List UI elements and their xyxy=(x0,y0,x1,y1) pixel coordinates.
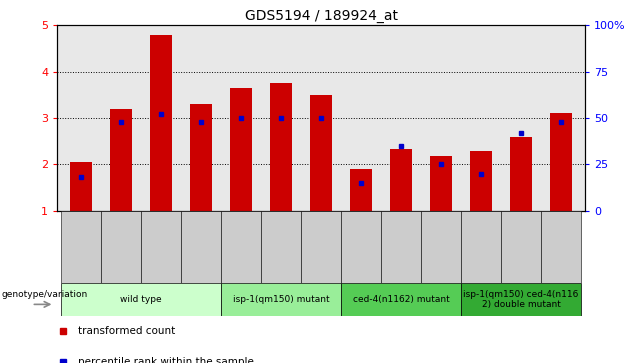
Bar xyxy=(230,88,252,211)
Bar xyxy=(110,109,132,211)
Bar xyxy=(350,169,372,211)
Bar xyxy=(541,211,581,283)
Bar xyxy=(510,138,532,211)
Bar xyxy=(270,83,292,211)
Text: transformed count: transformed count xyxy=(78,326,176,336)
Bar xyxy=(550,113,572,211)
Bar xyxy=(341,211,381,283)
Text: percentile rank within the sample: percentile rank within the sample xyxy=(78,357,254,363)
Bar xyxy=(61,211,101,283)
Bar xyxy=(190,104,212,211)
Bar xyxy=(461,211,501,283)
Title: GDS5194 / 189924_at: GDS5194 / 189924_at xyxy=(245,9,398,23)
Bar xyxy=(221,283,341,316)
Bar xyxy=(501,211,541,283)
Bar xyxy=(141,211,181,283)
Text: wild type: wild type xyxy=(120,295,162,304)
Text: isp-1(qm150) ced-4(n116
2) double mutant: isp-1(qm150) ced-4(n116 2) double mutant xyxy=(464,290,579,309)
Bar xyxy=(390,150,412,211)
Bar xyxy=(470,151,492,211)
Bar xyxy=(221,211,261,283)
Bar xyxy=(381,211,421,283)
Bar xyxy=(70,162,92,211)
Bar xyxy=(150,35,172,211)
Bar xyxy=(61,283,221,316)
Bar xyxy=(461,283,581,316)
Bar xyxy=(261,211,301,283)
Bar xyxy=(421,211,461,283)
Bar xyxy=(310,95,332,211)
Bar xyxy=(301,211,341,283)
Text: ced-4(n1162) mutant: ced-4(n1162) mutant xyxy=(353,295,450,304)
Bar xyxy=(430,156,452,211)
Bar xyxy=(101,211,141,283)
Text: genotype/variation: genotype/variation xyxy=(1,290,87,299)
Text: isp-1(qm150) mutant: isp-1(qm150) mutant xyxy=(233,295,329,304)
Bar xyxy=(181,211,221,283)
Bar xyxy=(341,283,461,316)
